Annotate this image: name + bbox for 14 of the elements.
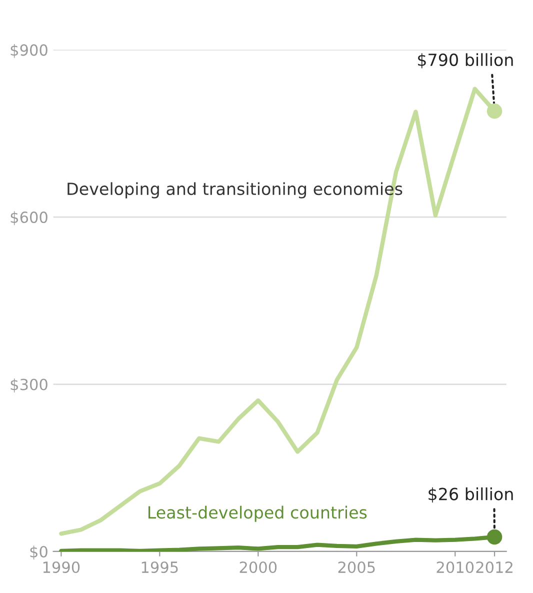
series-label: Least-developed countries <box>148 506 367 522</box>
y-tick-label: $600 <box>10 211 48 226</box>
x-tick-label: 1990 <box>43 561 80 574</box>
x-tick-label: 1995 <box>142 561 178 574</box>
y-tick-label: $300 <box>10 378 48 392</box>
x-tick-label: 2012 <box>476 561 512 574</box>
y-tick-label: $0 <box>30 546 48 560</box>
series-label: Developing and transitioning economies <box>68 182 402 198</box>
x-tick-label: 2000 <box>240 561 277 574</box>
y-tick-label: $900 <box>10 44 48 58</box>
annotation: $26 billion <box>428 487 513 503</box>
x-tick-label: 2010 <box>436 561 474 574</box>
x-tick-label: 2005 <box>338 561 375 574</box>
annotation: $790 billion <box>418 53 513 68</box>
